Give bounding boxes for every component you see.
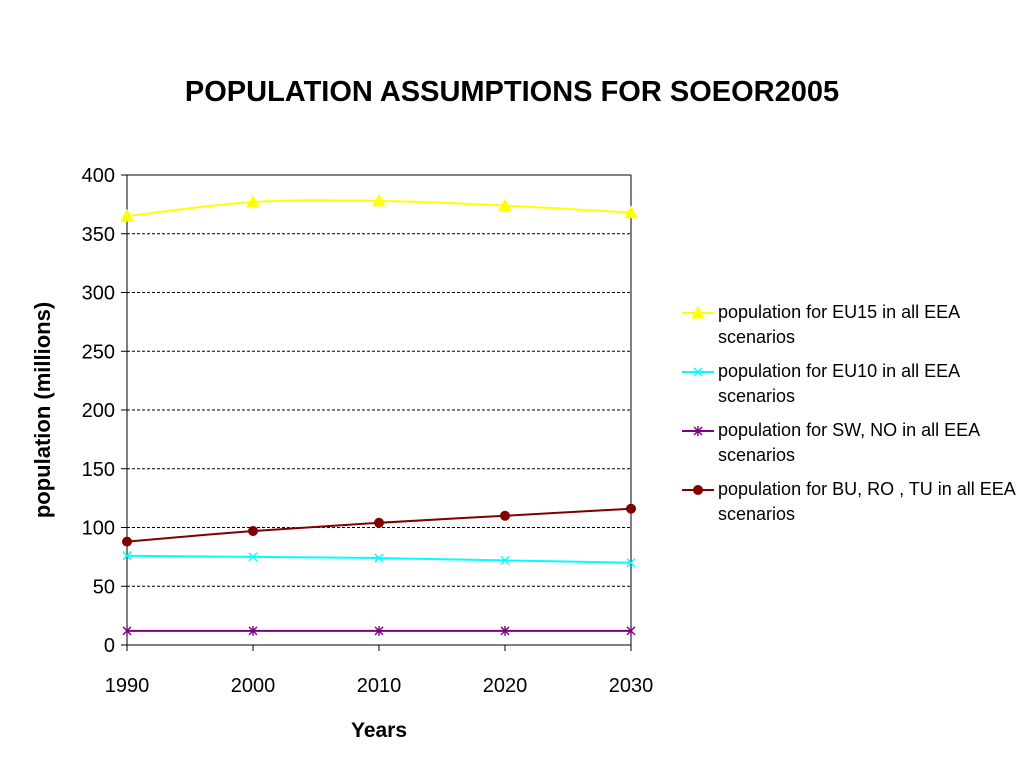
y-tick-label: 150 [82,459,115,481]
legend-marker [693,367,703,377]
data-point [374,517,384,528]
chart-legend: population for EU15 in all EEA scenarios… [680,300,1020,536]
legend-item: population for SW, NO in all EEA scenari… [680,418,1018,468]
series-4 [122,503,636,547]
marker-stroke [248,552,258,562]
marker-stroke [500,555,510,565]
axis-labels: Years population (millions) [30,302,407,742]
x-tick-label: 2010 [357,675,402,697]
y-axis-title: population (millions) [30,302,55,518]
x-tick-label: 2030 [609,675,654,697]
x-axis-title: Years [351,719,407,742]
data-point [122,536,132,547]
legend-marker [693,426,703,436]
legend-marker [691,305,705,319]
data-point [624,205,638,219]
data-point [374,553,384,563]
marker-stroke [374,553,384,563]
data-point [122,625,132,636]
legend-item: population for BU, RO , TU in all EEA sc… [680,477,1018,527]
series-line [126,554,632,564]
series-3 [122,625,636,636]
data-point [120,209,134,222]
x-tick-label: 2020 [483,675,528,697]
data-point [248,625,258,636]
data-point [372,193,386,207]
y-tick-label: 200 [82,400,115,422]
legend-label: population for BU, RO , TU in all EEA sc… [718,479,1015,524]
x-tick-label: 1990 [105,675,150,697]
legend-swatch [682,485,714,495]
legend-swatch [682,367,714,377]
data-point [498,198,512,212]
y-tick-label: 400 [82,165,115,187]
legend-item: population for EU10 in all EEA scenarios [680,359,1018,409]
legend-marker [693,485,703,495]
marker-stroke [626,558,636,568]
data-point [626,558,636,568]
data-point [122,551,132,561]
data-point [626,503,636,514]
axes: 0 50 100 150 200 250 300 350 400 1990 2000 2010 2020… [82,165,654,697]
chart-title: POPULATION ASSUMPTIONS FOR SOEOR2005 [184,76,840,108]
legend-item: population for EU15 in all EEA scenarios [680,300,1018,350]
marker-stroke [693,367,703,377]
y-tick-label: 300 [82,283,115,305]
series-lines [120,193,638,636]
legend-swatch [682,426,714,436]
y-tick-label: 100 [82,518,115,540]
legend-label: population for EU15 in all EEA scenarios [718,302,960,347]
marker-stroke [122,551,132,561]
legend-label: population for SW, NO in all EEA scenari… [718,420,980,465]
y-tick-label: 250 [82,341,115,363]
y-tick-label: 50 [93,576,115,598]
legend-label: population for EU10 in all EEA scenarios [718,361,960,406]
data-point [246,194,260,208]
data-point [374,625,384,636]
series-1 [120,193,638,222]
data-point [500,625,510,636]
data-point [500,510,510,521]
data-point [626,625,636,636]
y-tick-label: 350 [82,224,115,246]
y-tick-label: 0 [104,635,115,657]
data-point [248,552,258,562]
series-2 [122,551,636,568]
data-point [248,526,258,537]
data-point [500,555,510,565]
legend-swatch [682,305,714,319]
x-tick-label: 2000 [231,675,276,697]
